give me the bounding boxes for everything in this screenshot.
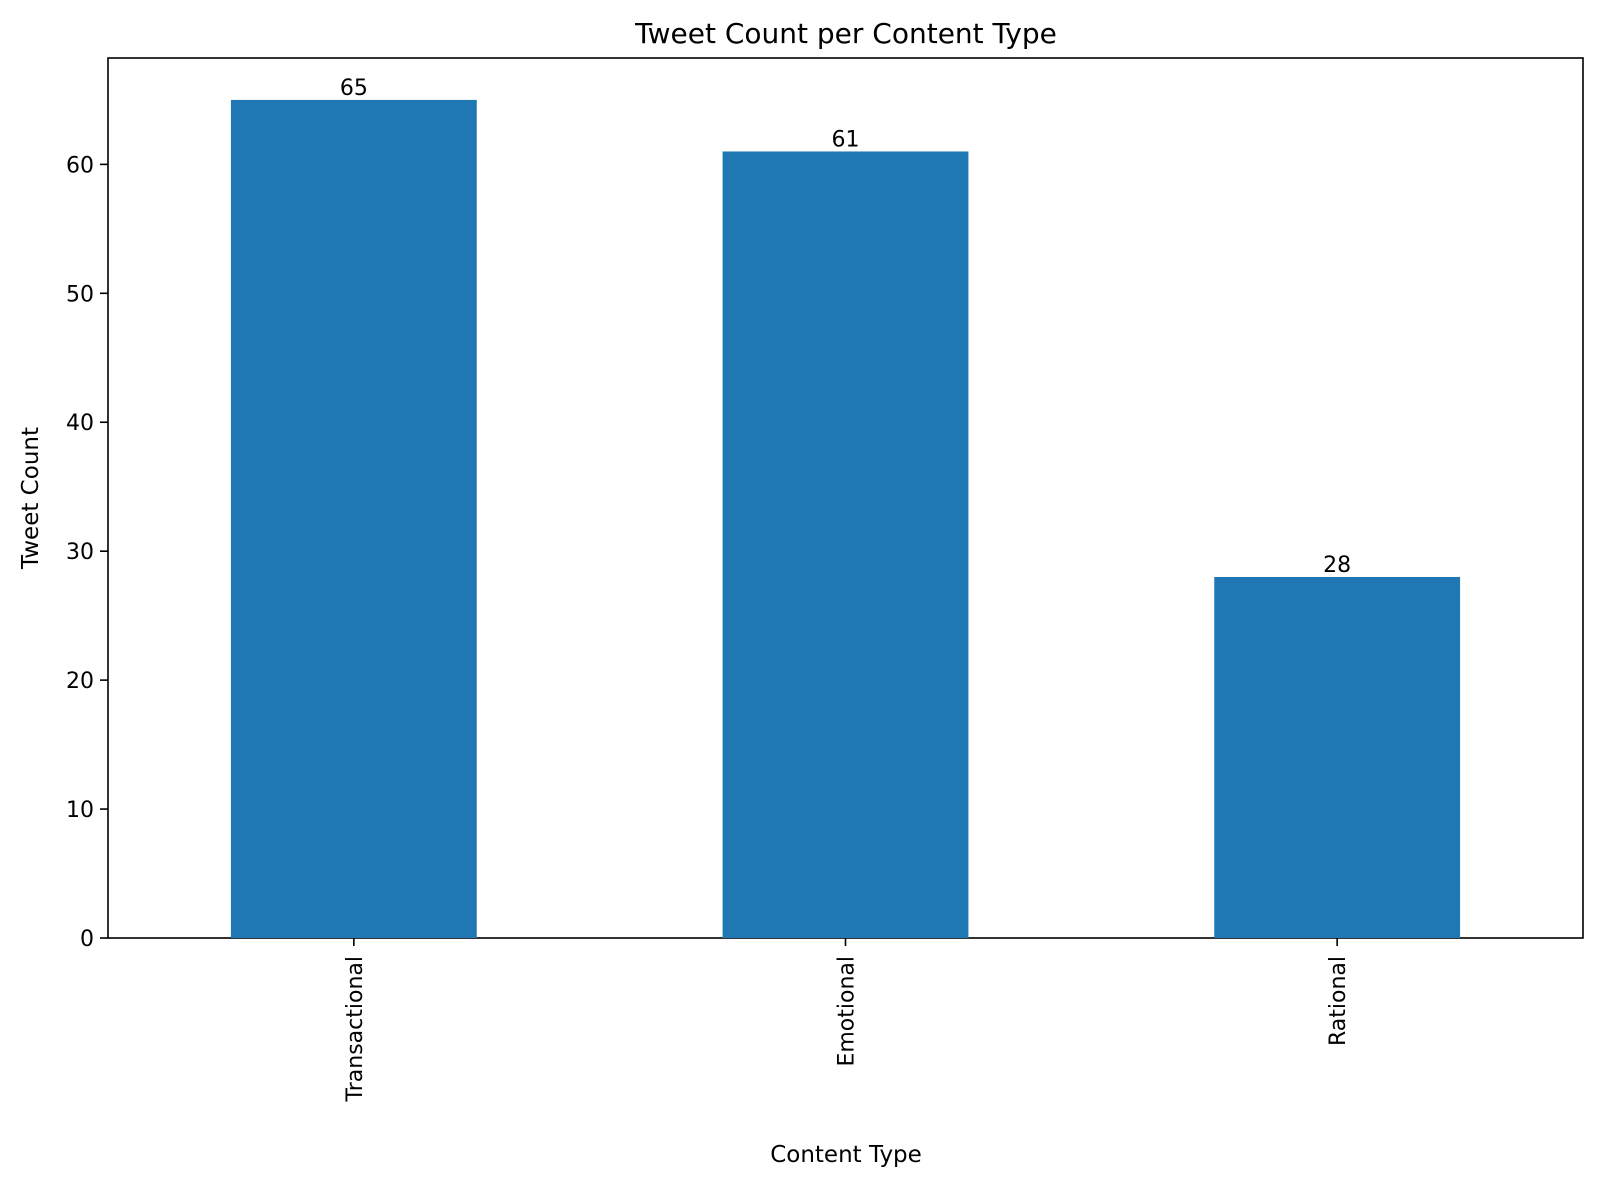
bar-rational xyxy=(1214,576,1461,938)
y-tick-label: 60 xyxy=(66,153,94,178)
y-tick-label: 30 xyxy=(66,540,94,565)
x-tick-label-transactional: Transactional xyxy=(343,956,368,1102)
data-labels-group: 65 61 28 xyxy=(340,76,1351,578)
data-label-transactional: 65 xyxy=(340,76,368,101)
bars-group xyxy=(230,99,1461,938)
y-axis-label: Tweet Count xyxy=(18,427,44,570)
bar-emotional xyxy=(722,151,969,938)
plot-area: 65 61 28 0 10 20 30 40 50 60 Transactional Emotio… xyxy=(66,57,1584,1102)
x-tick-label-rational: Rational xyxy=(1326,956,1351,1046)
x-axis-label: Content Type xyxy=(770,1142,922,1168)
y-tick-label: 10 xyxy=(66,798,94,823)
y-axis-ticks: 0 10 20 30 40 50 60 xyxy=(66,153,108,952)
y-tick-label: 40 xyxy=(66,411,94,436)
y-tick-label: 0 xyxy=(80,927,94,952)
chart-title: Tweet Count per Content Type xyxy=(634,17,1057,50)
x-tick-label-emotional: Emotional xyxy=(835,956,860,1067)
y-tick-label: 20 xyxy=(66,669,94,694)
bar-transactional xyxy=(230,99,477,938)
y-tick-label: 50 xyxy=(66,282,94,307)
data-label-rational: 28 xyxy=(1323,553,1351,578)
x-axis-ticks: Transactional Emotional Rational xyxy=(343,938,1351,1102)
data-label-emotional: 61 xyxy=(832,127,860,152)
